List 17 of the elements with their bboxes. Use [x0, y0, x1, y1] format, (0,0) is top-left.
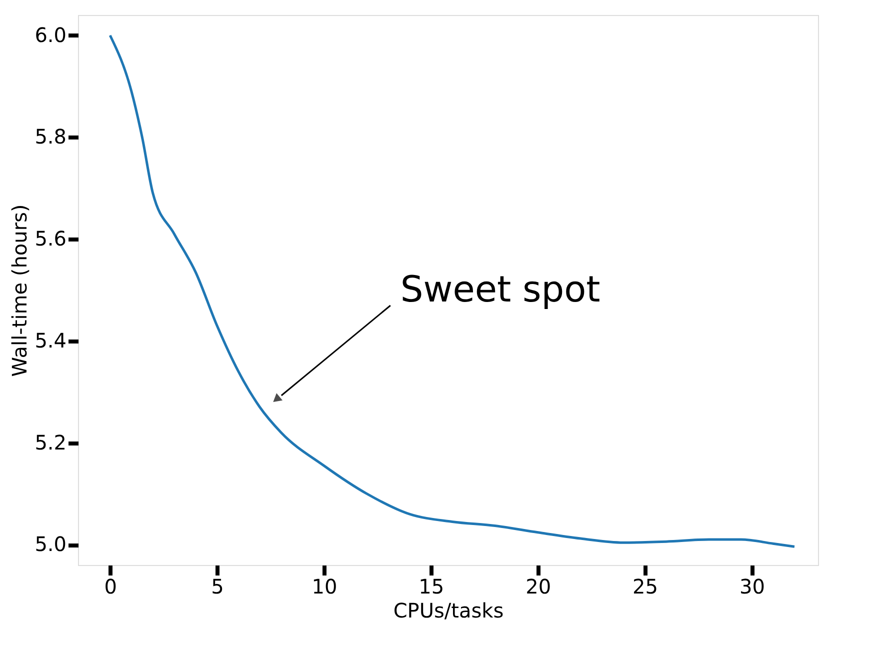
x-tick-label: 20 [526, 574, 552, 598]
x-tick-label: 0 [104, 574, 117, 598]
x-tick-label: 30 [739, 574, 765, 598]
annotation: Sweet spot [400, 270, 600, 310]
y-tick-label: 5.2 [34, 430, 66, 454]
y-tick-label: 6.0 [34, 22, 66, 47]
y-tick-label: 5.4 [34, 328, 66, 352]
x-tick-label: 5 [211, 574, 224, 598]
y-tick-label: 5.8 [34, 124, 66, 149]
y-tick-label: 5.0 [34, 532, 66, 556]
x-tick-label: 25 [632, 574, 658, 598]
y-axis-title: Wall-time (hours) [8, 204, 32, 377]
line-series [108, 34, 796, 548]
x-tick-label: 10 [312, 574, 338, 598]
x-tick-label: 15 [418, 574, 444, 598]
y-tick-label: 5.6 [34, 226, 66, 251]
x-axis-title: CPUs/tasks [393, 598, 504, 622]
